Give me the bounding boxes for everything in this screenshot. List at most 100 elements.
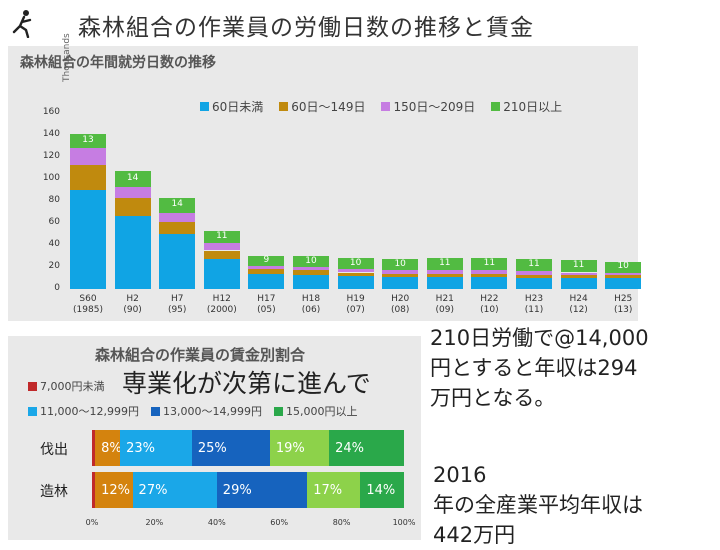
chart1-bar-segment <box>293 274 329 289</box>
chart1-bar-segment <box>70 190 106 289</box>
chart1-bar-segment <box>382 273 419 277</box>
chart1-data-label: 10 <box>394 258 406 269</box>
chart1-bar-segment <box>337 272 374 276</box>
chart1-x-tick-line1: S60 <box>79 294 97 304</box>
chart1-x-tick-label: H24 (12) <box>557 294 601 316</box>
chart1-data-label: 11 <box>528 259 540 270</box>
slide-title: 森林組合の作業員の労働日数の推移と賃金 <box>78 15 534 41</box>
chart1-x-tick-line2: (11) <box>524 305 544 315</box>
chart2-bar-segment: 25% <box>191 430 270 466</box>
chart1-bar-segment <box>605 278 642 289</box>
chart1-x-tick-line2: (09) <box>435 305 455 315</box>
chart1-x-tick-label: H23 (11) <box>512 294 556 316</box>
chart2-legend-swatch <box>28 381 37 391</box>
chart1-bar-segment <box>159 221 196 234</box>
chart1-data-label: 10 <box>349 257 362 268</box>
chart1-bar-segment <box>293 256 329 267</box>
chart2-legend-row2: 11,000～12,999円 13,000～14,999円 15,000円以上 <box>28 403 357 419</box>
chart2-title: 森林組合の作業員の賃金別割合 <box>95 346 306 364</box>
chart1-x-tick-line2: (90) <box>123 305 142 315</box>
overlay-caption: 専業化が次第に進んで <box>122 369 371 398</box>
chart1-legend: 60日未満 60日～149日 150日～209日 210日以上 <box>200 98 562 115</box>
chart2-bar-segment <box>92 430 96 466</box>
chart1-bar-segment <box>426 258 463 271</box>
chart1-x-tick-line1: H24 <box>569 294 588 304</box>
chart1-bar-segment <box>382 276 419 289</box>
chart1-x-tick-label: H7 (95) <box>155 294 199 316</box>
chart1-bar-segment <box>471 273 508 277</box>
chart1-x-tick-label: H18 (06) <box>289 294 333 316</box>
chart1-y-tick-label: 0 <box>54 283 60 293</box>
chart2-data-label: 14% <box>366 482 396 498</box>
chart1-bar-segment <box>560 278 597 289</box>
note-line: 円とすると年収は294 <box>430 356 638 380</box>
chart2-x-tick-label: 100% <box>392 518 416 527</box>
chart2-bar-segment <box>92 472 96 508</box>
chart1-x-tick-label: H22 (10) <box>467 294 511 316</box>
chart1-bar-segment <box>516 259 552 272</box>
chart2-row-label: 造林 <box>40 484 68 500</box>
chart1-data-label: 9 <box>263 254 270 265</box>
chart1-bar-segment <box>293 267 329 271</box>
chart2-legend-swatch <box>28 406 37 416</box>
chart1-legend-swatch <box>381 102 391 111</box>
note-line: 210日労働で@14,000 <box>430 326 649 350</box>
chart1-bar-segment <box>70 133 106 149</box>
chart2-data-label: 12% <box>101 482 131 498</box>
chart1-y-tick-label: 40 <box>48 239 60 249</box>
chart1-bar-segment <box>114 197 151 217</box>
chart1-y-tick-label: 20 <box>48 261 60 271</box>
note-salary-calc: 210日労働で@14,000 円とすると年収は294 万円となる。 <box>430 323 649 413</box>
note-line: 2016 <box>433 463 487 487</box>
chart1-legend-item: 60日未満 <box>200 98 263 115</box>
chart1-x-tick-label: H25 (13) <box>601 294 645 316</box>
chart2-x-tick-label: 80% <box>332 518 351 527</box>
chart1-bar-segment <box>114 186 151 198</box>
chart1-legend-item: 150日～209日 <box>381 98 475 115</box>
chart1-legend-swatch <box>279 102 289 111</box>
chart1-bar-segment <box>337 269 374 273</box>
chart1-x-tick-line2: (10) <box>480 305 499 315</box>
chart1-bar-segment <box>203 230 240 243</box>
chart1-data-label: 11 <box>572 260 585 271</box>
chart1-bar-segment <box>516 274 552 278</box>
chart1-legend-item: 60日～149日 <box>279 98 365 115</box>
chart1-x-tick-line1: H25 <box>614 294 633 304</box>
chart1-bar-segment <box>293 270 329 275</box>
chart2-legend-item: 11,000～12,999円 <box>28 403 139 419</box>
note-line: 442万円 <box>433 523 516 547</box>
chart1-x-tick-line1: H7 <box>170 294 184 304</box>
chart1-legend-swatch <box>200 102 209 111</box>
chart1-x-tick-line1: H21 <box>435 294 454 304</box>
chart2-bar-segment: 12% <box>95 472 133 508</box>
chart1-bar-segment <box>248 265 285 270</box>
chart1-x-tick-line1: H23 <box>524 294 544 304</box>
chart2-data-label: 27% <box>138 482 168 498</box>
chart1-bar-segment <box>471 270 508 274</box>
chart2-legend-swatch <box>273 406 283 416</box>
chart2-bar-segment: 24% <box>329 430 404 466</box>
chart1-x-tick-line2: (06) <box>301 305 321 315</box>
chart1-bar-segment <box>516 271 552 275</box>
chart2-legend-item: 7,000円未満 <box>28 378 105 394</box>
chart1-bar-segment <box>114 171 151 187</box>
chart1-x-tick-line2: (07) <box>346 305 365 315</box>
chart2-legend-label: 13,000～14,999円 <box>162 405 262 418</box>
chart1-bar-segment <box>203 250 240 260</box>
chart2-data-label: 25% <box>197 440 227 456</box>
chart1-x-tick-label: H12 (2000) <box>200 294 244 316</box>
chart2-bar-segment: 19% <box>269 430 330 466</box>
note-average-income: 2016 年の全産業平均年収は 442万円 <box>433 460 643 550</box>
chart2-data-label: 23% <box>126 440 155 456</box>
chart1-bar-segment <box>426 273 463 277</box>
chart1-bar-segment <box>248 273 285 289</box>
chart1-x-tick-line1: H12 <box>212 294 231 304</box>
chart2-legend-label: 7,000円未満 <box>40 380 105 393</box>
chart1-bar-segment <box>382 259 419 271</box>
chart1-bar-segment <box>203 242 240 251</box>
chart2-bar-segment: 23% <box>120 430 192 466</box>
chart1-x-tick-line1: H22 <box>480 294 499 304</box>
chart1-x-tick-line2: (12) <box>569 305 588 315</box>
chart1-x-tick-line1: H19 <box>346 294 365 304</box>
